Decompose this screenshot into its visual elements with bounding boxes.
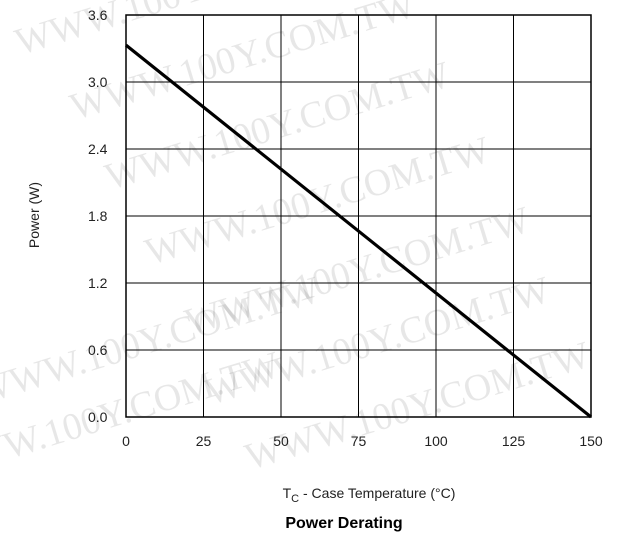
x-axis-label: TC - Case Temperature (°C): [283, 485, 456, 505]
y-tick-label: 0.6: [88, 342, 108, 358]
x-axis-label-subscript: C: [291, 493, 299, 505]
plot-frame: [125, 14, 592, 418]
y-tick-labels: 0.0 0.6 1.2 1.8 2.4 3.0 3.6: [88, 7, 108, 425]
y-axis-label: Power (W): [26, 182, 42, 248]
x-tick-label: 150: [579, 433, 603, 449]
x-tick-label: 50: [273, 433, 289, 449]
y-tick-label: 1.8: [88, 208, 108, 224]
x-tick-label: 25: [196, 433, 212, 449]
x-axis-label-main: T: [283, 485, 292, 501]
series-layer: [125, 43, 592, 419]
y-tick-label: 3.0: [88, 74, 108, 90]
x-tick-label: 125: [502, 433, 526, 449]
y-tick-label: 0.0: [88, 409, 108, 425]
x-tick-label: 75: [351, 433, 367, 449]
x-tick-labels: 0 25 50 75 100 125 150: [122, 433, 603, 449]
chart-title: Power Derating: [285, 515, 402, 532]
y-tick-label: 2.4: [88, 141, 108, 157]
x-tick-label: 100: [424, 433, 448, 449]
x-axis-label-rest: - Case Temperature (°C): [299, 485, 455, 501]
y-tick-label: 1.2: [88, 275, 108, 291]
y-tick-label: 3.6: [88, 7, 108, 23]
power-derating-line: [125, 43, 592, 419]
x-tick-label: 0: [122, 433, 130, 449]
